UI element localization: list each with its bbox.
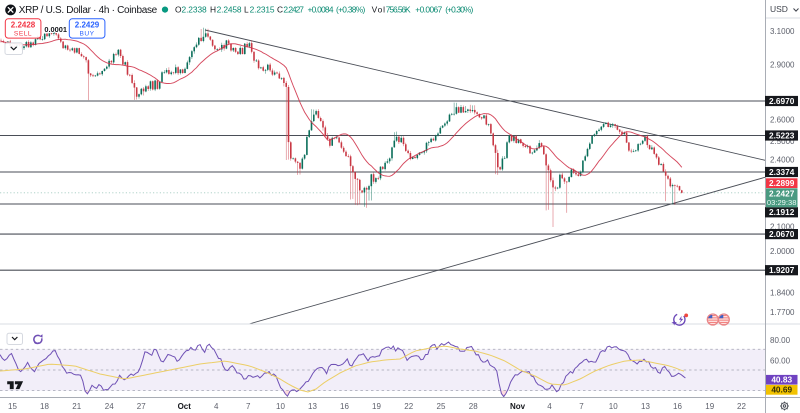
svg-text:4: 4	[547, 402, 552, 411]
svg-text:7: 7	[246, 402, 251, 411]
svg-text:13: 13	[308, 402, 317, 411]
svg-text:2.2458: 2.2458	[217, 5, 242, 15]
svg-text:19: 19	[372, 402, 381, 411]
svg-text:3.1000: 3.1000	[770, 27, 795, 36]
svg-text:Nov: Nov	[510, 402, 526, 411]
svg-text:2.5000: 2.5000	[770, 137, 795, 146]
svg-text:2.2428: 2.2428	[11, 21, 36, 30]
svg-text:60.00: 60.00	[770, 356, 791, 365]
svg-text:03:29:38: 03:29:38	[767, 198, 797, 207]
svg-text:2.6000: 2.6000	[770, 115, 795, 124]
svg-text:16: 16	[340, 402, 349, 411]
svg-text:10: 10	[609, 402, 618, 411]
svg-text:(+0.38%): (+0.38%)	[336, 5, 366, 15]
svg-text:1.9207: 1.9207	[769, 265, 795, 275]
svg-text:Oct: Oct	[178, 402, 192, 411]
svg-text:2.3374: 2.3374	[769, 167, 795, 177]
svg-text:2.0670: 2.0670	[769, 229, 795, 239]
svg-text:2.0000: 2.0000	[770, 247, 795, 256]
svg-text:15: 15	[8, 402, 17, 411]
svg-text:+0.0067: +0.0067	[415, 5, 442, 15]
svg-text:0.0001: 0.0001	[44, 25, 67, 34]
svg-text:27: 27	[137, 402, 146, 411]
svg-text:21: 21	[72, 402, 81, 411]
svg-text:2.1000: 2.1000	[770, 222, 795, 231]
svg-text:(+0.30%): (+0.30%)	[445, 5, 473, 15]
svg-text:7: 7	[579, 402, 584, 411]
svg-text:O: O	[175, 5, 182, 15]
svg-text:2.5223: 2.5223	[769, 130, 795, 140]
svg-text:2.2429: 2.2429	[75, 21, 100, 30]
svg-text:Vol: Vol	[372, 5, 386, 15]
svg-text:2.2899: 2.2899	[769, 178, 795, 188]
svg-text:2.2427: 2.2427	[769, 189, 795, 199]
svg-text:C: C	[277, 5, 283, 15]
svg-text:756.56K: 756.56K	[386, 5, 411, 15]
svg-text:+0.0084: +0.0084	[308, 5, 334, 15]
svg-text:40.83: 40.83	[771, 375, 792, 385]
svg-text:16: 16	[673, 402, 682, 411]
svg-text:28: 28	[469, 402, 478, 411]
svg-text:10: 10	[276, 402, 285, 411]
svg-text:SELL: SELL	[14, 31, 32, 38]
svg-text:25: 25	[437, 402, 446, 411]
svg-text:2.1912: 2.1912	[769, 207, 795, 217]
svg-text:13: 13	[641, 402, 650, 411]
svg-text:22: 22	[737, 402, 746, 411]
svg-text:22: 22	[404, 402, 413, 411]
svg-text:80.00: 80.00	[770, 336, 791, 345]
svg-text:2.2427: 2.2427	[283, 5, 304, 15]
svg-text:2.6970: 2.6970	[769, 96, 795, 106]
svg-text:1.7700: 1.7700	[770, 308, 795, 317]
svg-text:1.8400: 1.8400	[770, 289, 795, 298]
svg-text:XRP / U.S. Dollar · 4h · Coinb: XRP / U.S. Dollar · 4h · Coinbase	[19, 5, 158, 16]
svg-text:2.4000: 2.4000	[770, 155, 795, 164]
svg-text:USD: USD	[770, 4, 788, 14]
svg-text:BUY: BUY	[79, 31, 94, 38]
svg-text:2.2338: 2.2338	[182, 5, 208, 15]
svg-text:40.69: 40.69	[771, 385, 792, 395]
svg-text:18: 18	[40, 402, 49, 411]
svg-text:2.9000: 2.9000	[770, 61, 795, 70]
svg-text:4: 4	[214, 402, 219, 411]
svg-text:2.2315: 2.2315	[250, 5, 275, 15]
svg-text:H: H	[210, 5, 216, 15]
svg-text:19: 19	[705, 402, 714, 411]
svg-text:24: 24	[105, 402, 114, 411]
svg-text:L: L	[244, 5, 249, 15]
